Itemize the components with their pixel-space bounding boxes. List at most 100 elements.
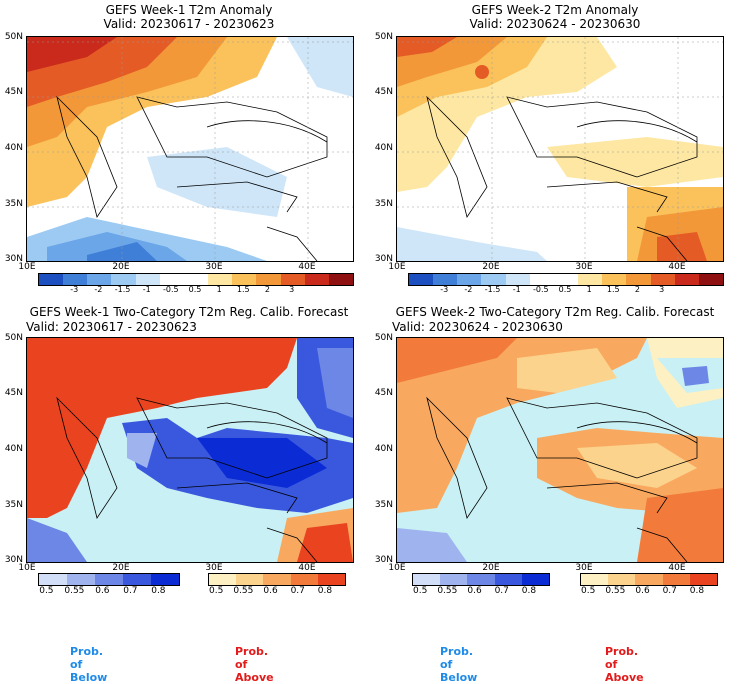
colorbar-label: 2 (264, 285, 270, 294)
colorbar-label: 0.8 (521, 586, 537, 596)
colorbar-swatch (256, 274, 281, 285)
colorbar-label: -1.5 (114, 285, 131, 294)
lon-tick: 20E (482, 563, 500, 573)
lat-tick: 45N (4, 388, 23, 398)
colorbar-swatch (602, 274, 627, 285)
lat-tick: 45N (374, 87, 393, 97)
colorbar-label: 1.5 (236, 285, 250, 294)
colorbar-swatch (39, 274, 64, 285)
colorbar-label: -1 (512, 285, 521, 294)
colorbar-swatch (481, 274, 506, 285)
colorbar-label: -0.5 (533, 285, 549, 294)
lat-tick: 35N (374, 500, 393, 510)
colorbar-label: 0.6 (467, 586, 482, 596)
panel-valid-date: Valid: 20230624 - 20230630 (469, 17, 641, 31)
prob-below-colorbar (38, 573, 180, 586)
colorbar-label: 1 (216, 285, 222, 294)
lon-tick: 10E (18, 262, 36, 272)
lat-tick: 50N (4, 333, 23, 343)
colorbar-swatch (87, 274, 112, 285)
colorbar-swatch (698, 274, 724, 285)
lat-tick: 30N (374, 555, 393, 565)
colorbar-swatch (529, 274, 554, 285)
colorbar-label: 0.55 (437, 586, 458, 596)
lon-tick: 10E (388, 563, 406, 573)
lat-tick: 40N (4, 444, 23, 454)
lat-tick: 35N (4, 199, 23, 209)
colorbar-label: 0.55 (605, 586, 626, 596)
prob-above-colorbar (580, 573, 718, 586)
panel-valid-date: Valid: 20230617 - 20230623 (103, 17, 275, 31)
lon-tick: 40E (668, 262, 686, 272)
colorbar-label: 0.6 (95, 586, 110, 596)
lon-tick: 40E (668, 563, 686, 573)
colorbar-label: -3 (440, 285, 449, 294)
prob-above-caption: Prob. of Above (605, 645, 644, 684)
colorbar-label: -2 (464, 285, 473, 294)
colorbar-swatch (674, 274, 699, 285)
lat-tick: 30N (4, 555, 23, 565)
lon-tick: 30E (205, 262, 223, 272)
lat-tick: 35N (374, 199, 393, 209)
probability-map-week2 (396, 337, 724, 563)
lat-tick: 40N (4, 143, 23, 153)
colorbar-label: 2 (634, 285, 640, 294)
lat-tick: 30N (374, 254, 393, 264)
colorbar-swatch (467, 574, 495, 585)
colorbar-swatch (521, 574, 550, 585)
colorbar-label: 0.7 (662, 586, 677, 596)
colorbar-label: 0.7 (123, 586, 138, 596)
colorbar-label: 0.7 (290, 586, 305, 596)
prob-below-colorbar (412, 573, 550, 586)
colorbar-swatch (440, 574, 468, 585)
lon-tick: 40E (298, 262, 316, 272)
colorbar-label: 0.5 (39, 586, 54, 596)
colorbar-swatch (317, 574, 346, 585)
colorbar-swatch (328, 274, 354, 285)
lat-tick: 45N (374, 388, 393, 398)
colorbar-swatch (151, 574, 179, 585)
probability-map-week1 (26, 337, 354, 563)
prob-below-caption: Prob. of Below (440, 645, 478, 684)
colorbar-label: 3 (289, 285, 295, 294)
colorbar-label: -1.5 (484, 285, 501, 294)
colorbar-swatch (111, 274, 136, 285)
colorbar-swatch (553, 274, 579, 285)
colorbar-swatch (608, 574, 636, 585)
colorbar-label: 0.8 (317, 586, 333, 596)
colorbar-label: 1 (586, 285, 592, 294)
colorbar-swatch (689, 574, 718, 585)
panel-title: GEFS Week-2 T2m Anomaly (471, 3, 639, 17)
panel-valid-date: Valid: 20230617 - 20230623 (26, 320, 197, 334)
colorbar-swatch (494, 574, 522, 585)
colorbar-swatch (581, 574, 609, 585)
lon-tick: 40E (298, 563, 316, 573)
colorbar-swatch (39, 574, 67, 585)
colorbar-swatch (457, 274, 482, 285)
colorbar-label: 0.5 (208, 586, 224, 596)
colorbar-label: 0.55 (64, 586, 85, 596)
colorbar-label: 0.5 (580, 586, 596, 596)
colorbar-swatch (232, 274, 257, 285)
colorbar-swatch (626, 274, 651, 285)
colorbar-swatch (135, 274, 160, 285)
colorbar-swatch (95, 574, 123, 585)
anomaly-map-week2 (396, 36, 724, 262)
colorbar-label: 0.6 (635, 586, 650, 596)
colorbar-label: -2 (94, 285, 103, 294)
lon-tick: 10E (18, 563, 36, 573)
panel-title: GEFS Week-1 Two-Category T2m Reg. Calib.… (29, 305, 349, 319)
colorbar-label: -0.5 (163, 285, 179, 294)
lon-tick: 30E (575, 262, 593, 272)
colorbar-label: 0.8 (689, 586, 705, 596)
colorbar-swatch (123, 574, 151, 585)
colorbar-label: 0.7 (494, 586, 509, 596)
colorbar-swatch (409, 274, 434, 285)
colorbar-swatch (662, 574, 690, 585)
panel-title: GEFS Week-2 Two-Category T2m Reg. Calib.… (395, 305, 715, 319)
colorbar-swatch (505, 274, 530, 285)
lon-tick: 10E (388, 262, 406, 272)
lon-tick: 30E (575, 563, 593, 573)
colorbar-swatch (63, 274, 88, 285)
colorbar-label: 0.5 (412, 586, 428, 596)
